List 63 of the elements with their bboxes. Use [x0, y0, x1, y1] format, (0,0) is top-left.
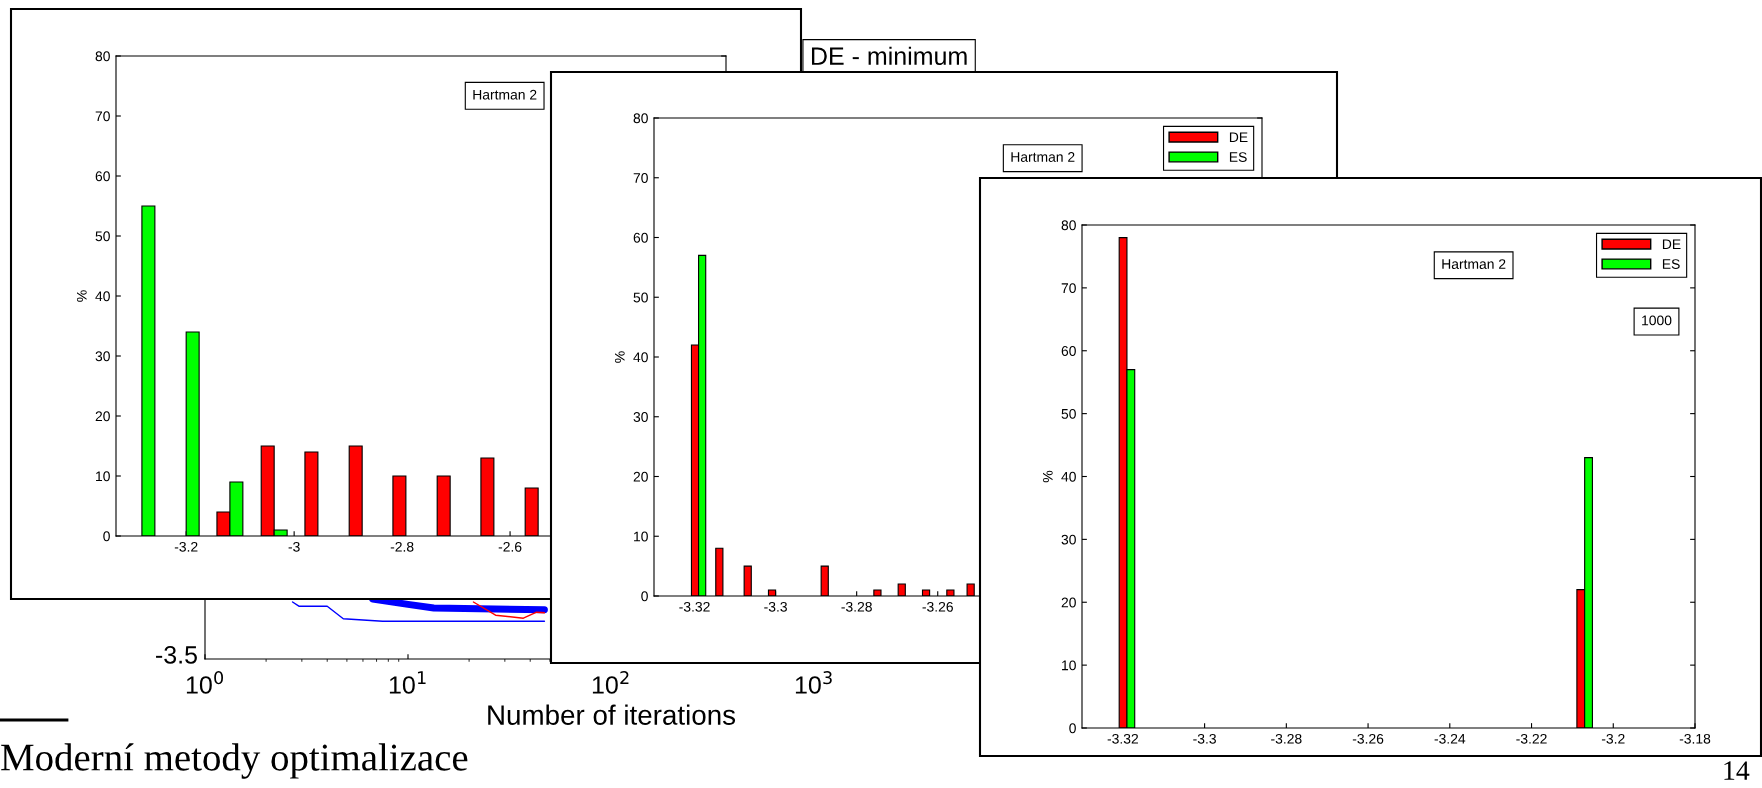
x-tick-label: -3.2 — [1601, 733, 1625, 744]
x-tick-label: -3.28 — [841, 601, 872, 612]
x-tick-label: -3.3 — [1193, 733, 1216, 744]
y-tick-label: 70 — [1061, 283, 1076, 294]
text: 14 — [1724, 761, 1750, 780]
legend-label: ES — [1229, 152, 1247, 162]
x-tick-label: -3.18 — [1679, 733, 1711, 744]
x-tick-label: 10$^{0}$ — [186, 671, 224, 694]
y-tick-label: 70 — [95, 111, 110, 122]
legend-label: ES — [1662, 259, 1680, 269]
x-tick-label: -3.3 — [764, 601, 787, 612]
annotation: 1000 — [1642, 315, 1672, 326]
y-tick-label: 0 — [1069, 723, 1076, 734]
y-tick-label: 60 — [633, 232, 648, 243]
y-tick-label: 80 — [1061, 220, 1076, 231]
y-tick-label: 60 — [95, 171, 110, 182]
x-tick-label: 10$^{2}$ — [592, 671, 629, 694]
y-tick-label: 30 — [95, 351, 110, 362]
y-axis-title: % — [614, 351, 625, 363]
annotation: Hartman 2 — [1442, 259, 1506, 269]
y-tick-label: 80 — [633, 113, 648, 124]
y-tick-label: 10 — [1062, 660, 1076, 671]
y-tick-label: 30 — [1061, 534, 1076, 545]
text: -3.5 — [156, 646, 197, 664]
y-tick-label: 40 — [633, 352, 648, 363]
y-tick-label: 20 — [95, 411, 110, 422]
text: Moderní metody optimalizace — [1, 743, 468, 779]
y-tick-label: 80 — [95, 51, 110, 62]
x-tick-label: -3.24 — [1434, 733, 1466, 744]
y-tick-label: 10 — [96, 471, 110, 482]
y-axis-title: % — [1042, 470, 1053, 483]
y-tick-label: 40 — [95, 291, 110, 302]
legend-label: DE — [1662, 239, 1681, 249]
x-tick-label: -3.32 — [1107, 733, 1138, 744]
text: DE - minimum — [811, 46, 967, 66]
y-tick-label: 50 — [95, 231, 110, 242]
y-tick-label: 20 — [633, 471, 648, 482]
x-tick-label: -3 — [288, 541, 300, 552]
y-axis-title: % — [76, 290, 87, 302]
y-tick-label: 70 — [633, 173, 648, 183]
y-tick-label: 30 — [633, 412, 648, 422]
legend-label: DE — [1229, 132, 1248, 142]
x-tick-label: -3.22 — [1516, 733, 1547, 744]
x-tick-label: -3.2 — [174, 541, 198, 552]
x-tick-label: -2.8 — [390, 541, 414, 552]
x-tick-label: 10$^{3}$ — [795, 671, 832, 694]
y-tick-label: 50 — [633, 292, 648, 303]
y-tick-label: 10 — [634, 531, 648, 542]
annotation: Hartman 2 — [1011, 152, 1075, 162]
y-tick-label: 0 — [103, 531, 110, 542]
x-tick-label: -2.6 — [498, 541, 522, 552]
y-tick-label: 50 — [1061, 408, 1076, 419]
y-tick-label: 0 — [641, 591, 648, 602]
y-tick-label: 40 — [1061, 471, 1076, 482]
x-tick-label: -3.26 — [922, 601, 953, 612]
x-tick-label: -3.32 — [679, 601, 710, 612]
x-tick-label: -3.26 — [1352, 733, 1384, 744]
x-tick-label: 10$^{1}$ — [389, 671, 426, 694]
y-tick-label: 60 — [1061, 346, 1076, 356]
y-tick-label: 20 — [1061, 597, 1076, 608]
x-axis-title: Number of iterations — [488, 704, 736, 725]
x-tick-label: -3.28 — [1271, 733, 1302, 744]
annotation: Hartman 2 — [473, 89, 537, 100]
